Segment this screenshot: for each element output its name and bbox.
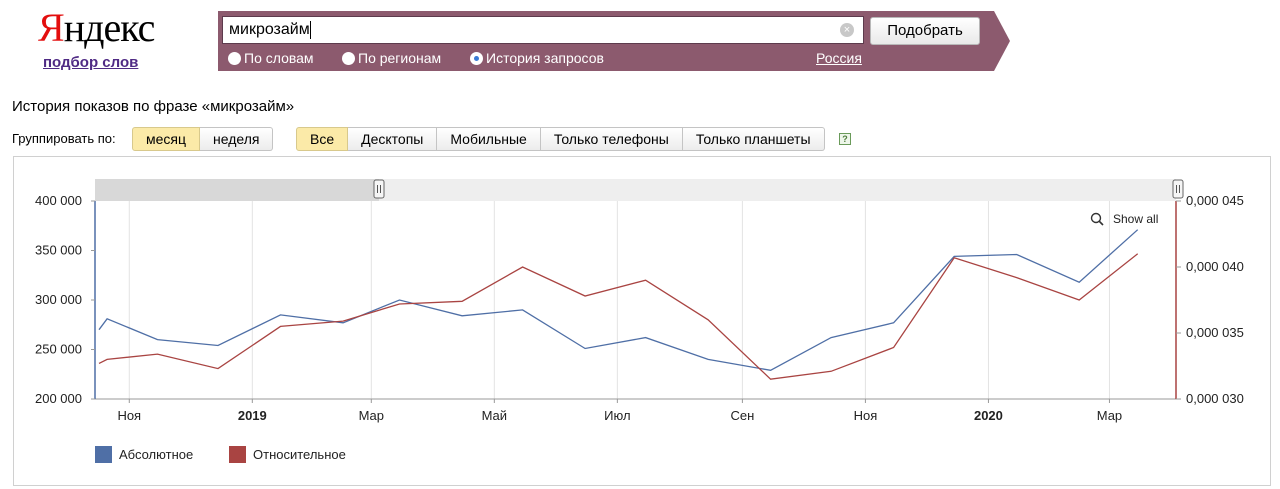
radio-by-regions[interactable]: По регионам <box>342 50 441 66</box>
chart-series <box>98 229 1139 380</box>
radio-by-words[interactable]: По словам <box>228 50 314 66</box>
device-switch: Все Десктопы Мобильные Только телефоны Т… <box>296 127 825 151</box>
navigator-handle-1 <box>1172 179 1184 199</box>
x-tick-label: Ноя <box>117 408 141 423</box>
legend-label-0: Абсолютное <box>119 447 193 462</box>
logo-subtitle-link[interactable]: подбор слов <box>43 54 139 71</box>
chart-legend: Абсолютное Относительное <box>95 446 346 463</box>
clear-icon[interactable]: × <box>840 23 854 37</box>
submit-button[interactable]: Подобрать <box>870 17 980 45</box>
navigator-handle-0 <box>373 179 385 199</box>
search-input[interactable]: микрозайм <box>222 16 864 44</box>
device-desktop-button[interactable]: Десктопы <box>348 127 438 151</box>
y-left-tick-label: 300 000 <box>35 292 82 307</box>
y-right-tick-label: 0,000 045 <box>1186 193 1244 208</box>
help-icon[interactable]: ? <box>839 133 851 145</box>
history-chart: Ноя 2019 Мар Май Июл Сен Ноя 2020 Мар 200 000 250 … <box>35 179 1244 463</box>
y-left-tick-label: 400 000 <box>35 193 82 208</box>
device-all-button[interactable]: Все <box>296 127 349 151</box>
y-right-tick-label: 0,000 035 <box>1186 325 1244 340</box>
search-banner: микрозайм × Подобрать По словам По регио… <box>218 11 1010 71</box>
show-all-button[interactable]: Show all <box>1090 212 1159 226</box>
search-query-text: микрозайм <box>229 21 310 38</box>
group-month-button[interactable]: месяц <box>132 127 201 151</box>
radio-dot-icon <box>228 51 241 65</box>
legend-label-1: Относительное <box>253 447 346 462</box>
text-caret <box>309 20 311 39</box>
group-week-button[interactable]: неделя <box>200 127 274 151</box>
y-right-tick-label: 0,000 040 <box>1186 259 1244 274</box>
navigator-range <box>95 179 379 201</box>
series-line-relative <box>98 253 1139 380</box>
legend-swatch-0 <box>95 446 112 463</box>
y-right-tick-label: 0,000 030 <box>1186 391 1244 406</box>
zoom-icon-handle <box>1098 220 1104 226</box>
x-tick-label: 2019 <box>238 408 267 423</box>
x-tick-label: 2020 <box>974 408 1003 423</box>
legend-swatch-1 <box>229 446 246 463</box>
navigator-bar[interactable] <box>95 179 1184 201</box>
device-phones-button[interactable]: Только телефоны <box>540 127 683 151</box>
show-all-label: Show all <box>1113 212 1158 226</box>
zoom-icon <box>1090 212 1102 224</box>
grouping-switch: месяц неделя <box>132 127 274 151</box>
radio-dot-icon <box>342 51 355 65</box>
radio-query-history[interactable]: История запросов <box>470 50 604 66</box>
region-link[interactable]: Россия <box>816 50 862 66</box>
x-tick-label: Май <box>482 408 507 423</box>
yandex-logo[interactable]: Яндекс <box>38 5 155 50</box>
device-tablets-button[interactable]: Только планшеты <box>682 127 825 151</box>
x-tick-label: Ноя <box>854 408 878 423</box>
chart-axes: Ноя 2019 Мар Май Июл Сен Ноя 2020 Мар 200 000 250 … <box>35 193 1244 423</box>
page-title: История показов по фразе «микрозайм» <box>12 98 295 115</box>
y-left-tick-label: 350 000 <box>35 243 82 258</box>
x-tick-label: Мар <box>359 408 384 423</box>
radio-dot-checked-icon <box>470 51 483 65</box>
x-tick-label: Июл <box>604 408 630 423</box>
chart-grid <box>128 201 1110 399</box>
x-tick-label: Сен <box>730 408 754 423</box>
y-left-tick-label: 200 000 <box>35 391 82 406</box>
chart-frame: Ноя 2019 Мар Май Июл Сен Ноя 2020 Мар 200 000 250 … <box>13 156 1271 486</box>
device-mobile-button[interactable]: Мобильные <box>437 127 541 151</box>
series-line-absolute <box>98 229 1139 371</box>
y-left-tick-label: 250 000 <box>35 342 82 357</box>
x-tick-label: Мар <box>1097 408 1122 423</box>
grouping-label: Группировать по: <box>12 131 116 146</box>
